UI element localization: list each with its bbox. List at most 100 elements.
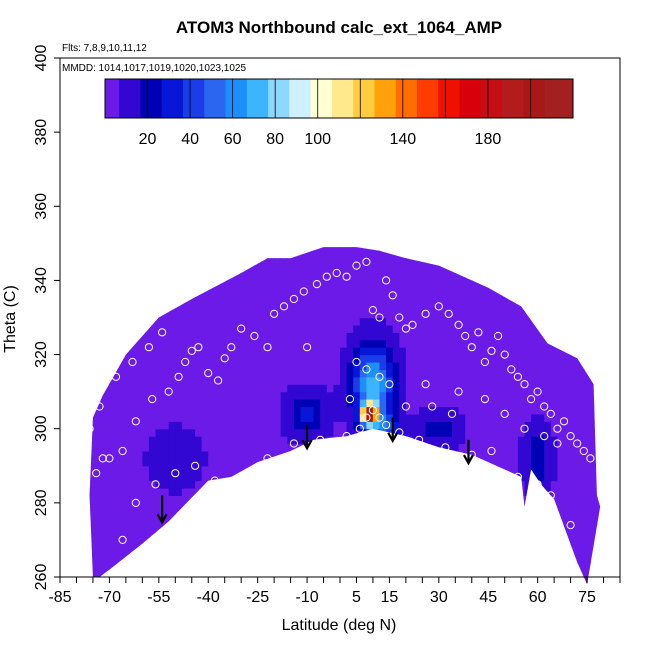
curtain-cell bbox=[129, 406, 137, 415]
curtain-cell bbox=[241, 317, 249, 326]
curtain-cell bbox=[274, 302, 282, 311]
curtain-cell bbox=[122, 517, 130, 526]
curtain-cell bbox=[254, 273, 262, 281]
curtain-cell bbox=[478, 391, 486, 400]
curtain-cell bbox=[122, 428, 130, 437]
curtain-cell bbox=[195, 406, 203, 415]
colorbar-segment bbox=[477, 79, 482, 118]
curtain-cell bbox=[201, 473, 209, 482]
curtain-cell bbox=[188, 421, 196, 430]
curtain-cell bbox=[287, 406, 295, 415]
curtain-cell bbox=[590, 525, 598, 534]
curtain-cell bbox=[524, 376, 532, 385]
curtain-cell bbox=[405, 362, 414, 370]
curtain-cell bbox=[511, 324, 519, 333]
curtain-cell bbox=[557, 347, 565, 356]
curtain-cell bbox=[577, 458, 585, 467]
curtain-cell bbox=[570, 399, 578, 408]
curtain-cell bbox=[399, 362, 407, 370]
curtain-cell bbox=[142, 391, 150, 400]
curtain-cell bbox=[570, 525, 578, 534]
curtain-cell bbox=[116, 406, 124, 415]
curtain-cell bbox=[458, 428, 466, 437]
curtain-cell bbox=[267, 310, 275, 319]
curtain-cell bbox=[333, 421, 341, 430]
curtain-cell bbox=[155, 413, 163, 422]
curtain-cell bbox=[313, 247, 321, 252]
curtain-cell bbox=[511, 384, 519, 393]
curtain-cell bbox=[517, 436, 526, 445]
curtain-cell bbox=[280, 384, 288, 393]
curtain-cell bbox=[425, 347, 433, 356]
sample-point bbox=[520, 424, 529, 433]
curtain-cell bbox=[287, 428, 295, 437]
curtain-cell bbox=[445, 310, 453, 319]
curtain-cell bbox=[300, 265, 308, 274]
curtain-cell bbox=[221, 391, 229, 400]
curtain-cell bbox=[484, 436, 493, 445]
curtain-cell bbox=[399, 302, 407, 311]
sample-point bbox=[111, 372, 121, 381]
curtain-cell bbox=[195, 391, 203, 400]
curtain-cell bbox=[168, 362, 176, 370]
curtain-cell bbox=[300, 362, 308, 370]
curtain-cell bbox=[359, 324, 367, 333]
curtain-cell bbox=[228, 332, 236, 341]
curtain-cell bbox=[116, 391, 124, 400]
curtain-cell bbox=[432, 265, 440, 274]
curtain-cell bbox=[392, 421, 400, 430]
curtain-cell bbox=[129, 495, 137, 504]
curtain-cell bbox=[148, 362, 157, 370]
curtain-cell bbox=[247, 451, 255, 459]
curtain-cell bbox=[122, 458, 130, 467]
curtain-cell bbox=[359, 354, 367, 363]
curtain-cell bbox=[148, 480, 157, 489]
curtain-cell bbox=[419, 421, 427, 430]
curtain-cell bbox=[465, 413, 473, 422]
curtain-cell bbox=[379, 362, 387, 370]
curtain-cell bbox=[465, 391, 473, 400]
curtain-cell bbox=[392, 406, 400, 415]
curtain-cell bbox=[89, 532, 97, 541]
curtain-cell bbox=[188, 428, 196, 437]
curtain-cell bbox=[142, 488, 150, 496]
curtain-cell bbox=[142, 525, 150, 534]
curtain-cell bbox=[504, 362, 512, 370]
curtain-cell bbox=[340, 369, 348, 378]
curtain-cell bbox=[129, 517, 137, 526]
curtain-cell bbox=[432, 362, 440, 370]
curtain-cell bbox=[333, 428, 341, 437]
curtain-cell bbox=[445, 324, 453, 333]
curtain-cell bbox=[214, 399, 222, 408]
curtain-cell bbox=[577, 547, 585, 556]
curtain-cell bbox=[524, 384, 532, 393]
curtain-cell bbox=[162, 362, 170, 370]
curtain-cell bbox=[274, 413, 282, 422]
curtain-cell bbox=[577, 525, 585, 534]
curtain-cell bbox=[458, 376, 466, 385]
curtain-cell bbox=[537, 465, 545, 474]
curtain-cell bbox=[471, 324, 479, 333]
curtain-cell bbox=[372, 413, 381, 422]
curtain-cell bbox=[498, 376, 506, 385]
curtain-cell bbox=[175, 310, 183, 319]
curtain-cell bbox=[452, 384, 460, 393]
curtain-cell bbox=[109, 413, 117, 422]
sample-point bbox=[355, 424, 364, 433]
curtain-cell bbox=[544, 354, 552, 363]
curtain-cell bbox=[280, 302, 288, 311]
curtain-cell bbox=[326, 384, 334, 393]
curtain-cell bbox=[504, 310, 512, 319]
sample-point bbox=[527, 395, 536, 404]
curtain-cell bbox=[109, 539, 117, 548]
colorbar-tick-label: 180 bbox=[475, 131, 502, 148]
sample-point bbox=[375, 372, 384, 381]
curtain-cell bbox=[346, 362, 354, 370]
curtain-cell bbox=[221, 369, 229, 378]
colorbar-segment bbox=[512, 79, 517, 118]
colorbar-segment bbox=[551, 79, 556, 118]
curtain-cell bbox=[366, 354, 374, 363]
curtain-cell bbox=[313, 324, 321, 333]
curtain-cell bbox=[425, 295, 433, 304]
